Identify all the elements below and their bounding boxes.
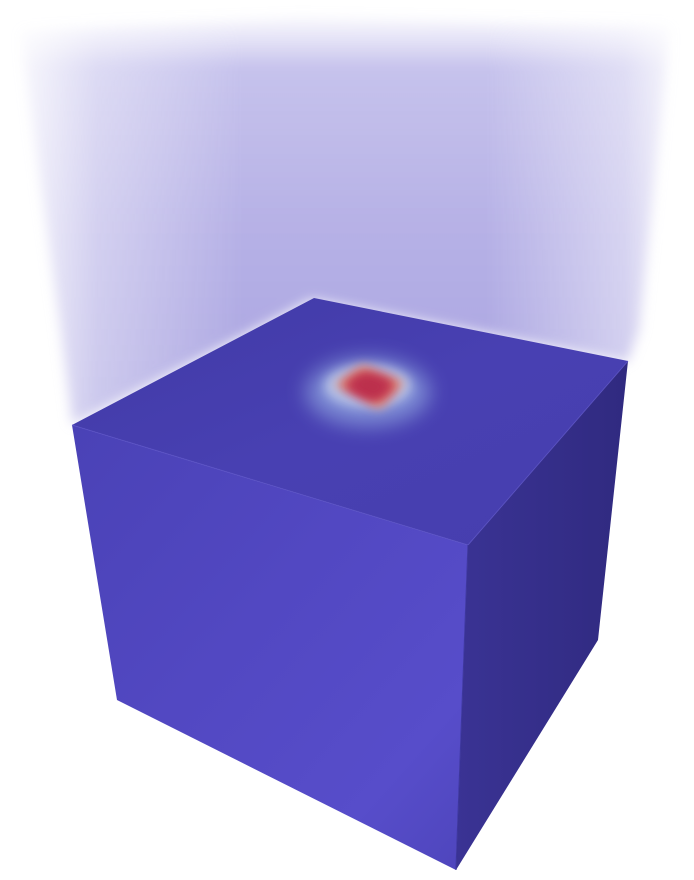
cube-side-face	[456, 361, 628, 870]
cube-front-face	[72, 425, 468, 870]
cube-edge-vertical	[455, 544, 469, 871]
haze-plume	[18, 18, 672, 425]
hotspot	[306, 358, 430, 426]
